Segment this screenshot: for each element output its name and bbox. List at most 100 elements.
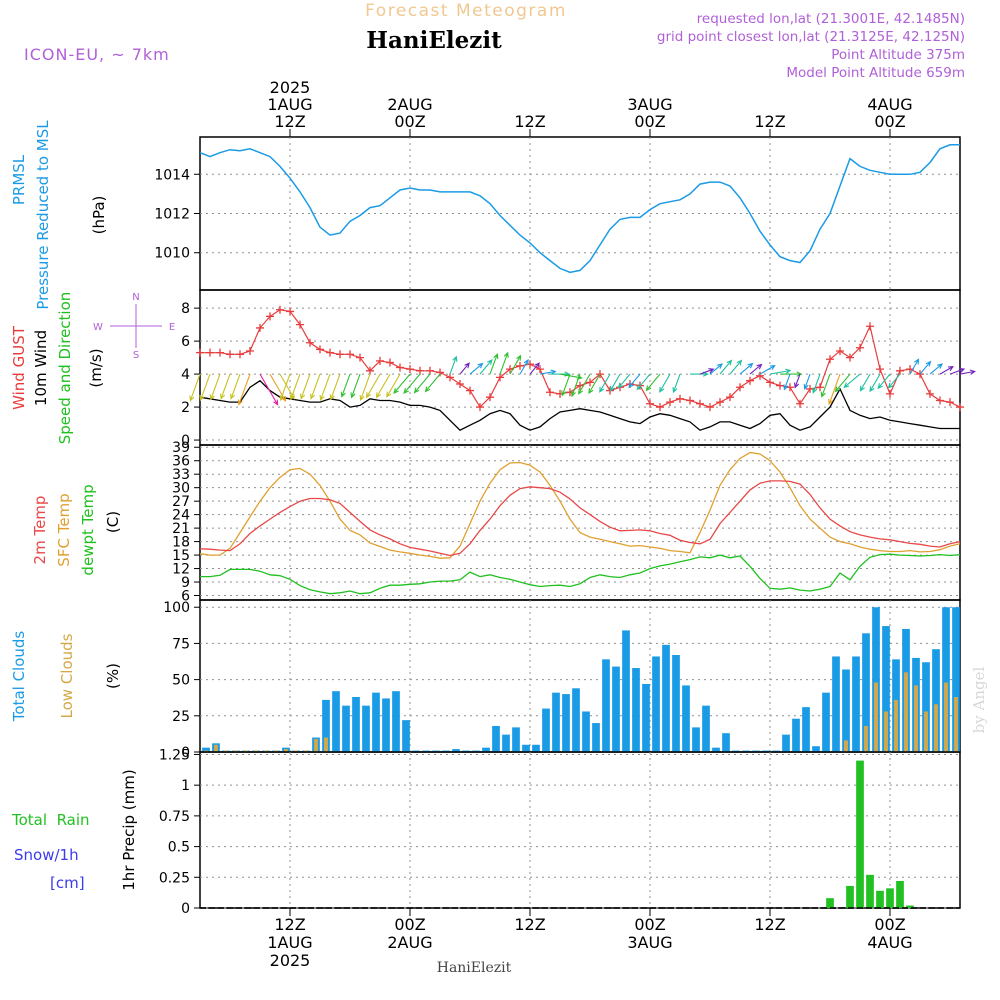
wind-gust-marker xyxy=(366,366,374,375)
wind-direction-arrow xyxy=(220,373,231,400)
wind-gust-marker xyxy=(646,399,654,408)
total-cloud-bar xyxy=(832,656,840,752)
cloud-label-low: Low Clouds xyxy=(58,633,76,718)
model-label: ICON-EU, ~ 7km xyxy=(24,45,170,64)
total-cloud-bar xyxy=(932,649,940,752)
wind-gust-marker xyxy=(386,358,394,367)
precip-ytick-label: 0.5 xyxy=(168,840,190,856)
clouds-ytick-label: 0 xyxy=(181,745,190,761)
wind-gust-marker xyxy=(876,365,884,374)
wind-gust-marker xyxy=(886,389,894,398)
wind-direction-arrow xyxy=(949,367,966,375)
wind-direction-arrow xyxy=(449,355,458,375)
total-cloud-bar xyxy=(722,733,730,752)
precip-labels: Total Rain Snow/1h [cm] 1hr Precip (mm) xyxy=(11,769,138,892)
total-cloud-bar xyxy=(362,705,370,752)
wind-direction-arrow xyxy=(300,373,311,400)
wind-direction-arrow xyxy=(919,360,932,375)
wind-direction-arrow xyxy=(803,373,811,391)
wind-direction-arrow xyxy=(209,373,221,401)
low-cloud-bar xyxy=(914,685,918,752)
rain-bar xyxy=(896,880,904,908)
rain-bar xyxy=(886,888,894,908)
bottom-time-hour: 12Z xyxy=(514,915,545,934)
wind-gust-marker xyxy=(546,388,554,397)
precip-ytick-label: 0.25 xyxy=(159,870,190,886)
total-cloud-bar xyxy=(622,630,630,752)
wind-panel: 0 2 4 6 8 xyxy=(181,289,976,449)
wind-gust-marker xyxy=(576,381,584,390)
wind-gust-marker xyxy=(656,403,664,412)
wind-gust-marker xyxy=(356,353,364,362)
temp-label-unit: (C) xyxy=(104,511,122,533)
low-cloud-bar xyxy=(884,711,888,752)
temperature-ytick-label: 33 xyxy=(172,467,190,483)
wind-direction-arrow xyxy=(519,358,529,375)
wind-gust-marker xyxy=(826,355,834,364)
total-cloud-bar xyxy=(822,692,830,752)
wind-label-unit: (m/s) xyxy=(87,348,105,387)
wind-direction-arrow xyxy=(959,369,976,375)
low-cloud-bar xyxy=(314,738,318,752)
wind-gust-marker xyxy=(706,403,714,412)
pressure-ytick-label: 1010 xyxy=(154,246,190,262)
low-cloud-bar xyxy=(924,711,928,752)
wind-direction-arrow xyxy=(424,373,441,393)
wind-frame xyxy=(199,289,961,446)
top-time-year: 2025 xyxy=(270,78,311,97)
wind-direction-arrow xyxy=(413,373,431,394)
total-cloud-bar xyxy=(372,692,380,752)
wind-direction-arrow xyxy=(628,373,641,389)
wind-gust-marker xyxy=(586,378,594,387)
info-line-4: Model Point Altitude 659m xyxy=(786,65,965,81)
wind-direction-arrow xyxy=(887,373,901,389)
rain-bar xyxy=(846,885,854,908)
info-line-2: grid point closest lon,lat (21.3125E, 42… xyxy=(657,29,965,45)
precip-ytick-label: 1 xyxy=(181,778,190,794)
precip-panel: 0 0.25 0.5 0.75 1 1.25 xyxy=(159,747,961,917)
total-cloud-bar xyxy=(552,692,560,752)
wind-ytick-label: 0 xyxy=(181,433,190,449)
clouds-ytick-label: 100 xyxy=(163,600,190,616)
wind-direction-arrow xyxy=(939,365,954,375)
top-time-date: 2AUG xyxy=(387,95,432,114)
dewpoint-line xyxy=(200,553,961,595)
total-cloud-bar xyxy=(562,694,570,752)
bottom-time-year: 2025 xyxy=(270,951,311,970)
wind-direction-arrow xyxy=(189,373,201,402)
bottom-time-date: 4AUG xyxy=(867,933,912,952)
sfc-temp-line xyxy=(199,451,961,559)
temp-labels: 2m Temp SFC Temp dewpt Temp (C) xyxy=(31,484,122,575)
compass-n: N xyxy=(132,292,139,303)
total-cloud-bar xyxy=(332,691,340,752)
compass-s: S xyxy=(133,350,139,361)
wind-direction-arrow xyxy=(609,373,621,392)
wind-gust-marker xyxy=(466,386,474,395)
wind-labels: Wind GUST 10m Wind Speed and Direction (… xyxy=(10,292,105,445)
total-cloud-bar xyxy=(492,725,500,752)
temperature-ytick-label: 36 xyxy=(172,454,190,470)
site-name: HaniElezit xyxy=(366,27,502,54)
wind-gust-marker xyxy=(836,347,844,356)
low-cloud-bar xyxy=(844,740,848,752)
clouds-ytick-label: 75 xyxy=(172,636,190,652)
precip-label-snow: Snow/1h xyxy=(14,846,79,864)
wind-direction-arrow xyxy=(729,359,743,375)
wind-direction-arrow xyxy=(237,373,251,406)
wind-direction-arrow xyxy=(877,373,891,390)
temperature-ytick-label: 21 xyxy=(172,521,190,537)
wind-compass: N E S W xyxy=(93,292,175,361)
wind-gust-marker xyxy=(666,398,674,407)
wind-direction-arrow xyxy=(509,354,522,375)
wind-direction-arrow xyxy=(459,362,470,375)
total-cloud-bar xyxy=(852,656,860,752)
wind-gust-marker xyxy=(436,368,444,377)
temp-label-dew: dewpt Temp xyxy=(79,484,97,575)
total-cloud-bar xyxy=(692,727,700,752)
wind-gust-marker xyxy=(476,403,484,412)
wind-gust-marker xyxy=(376,356,384,365)
wind-label-speed-dir: Speed and Direction xyxy=(56,292,74,445)
wind-gust-marker xyxy=(416,366,424,375)
wind-direction-arrow xyxy=(403,373,421,394)
wind-gust-marker xyxy=(796,399,804,408)
